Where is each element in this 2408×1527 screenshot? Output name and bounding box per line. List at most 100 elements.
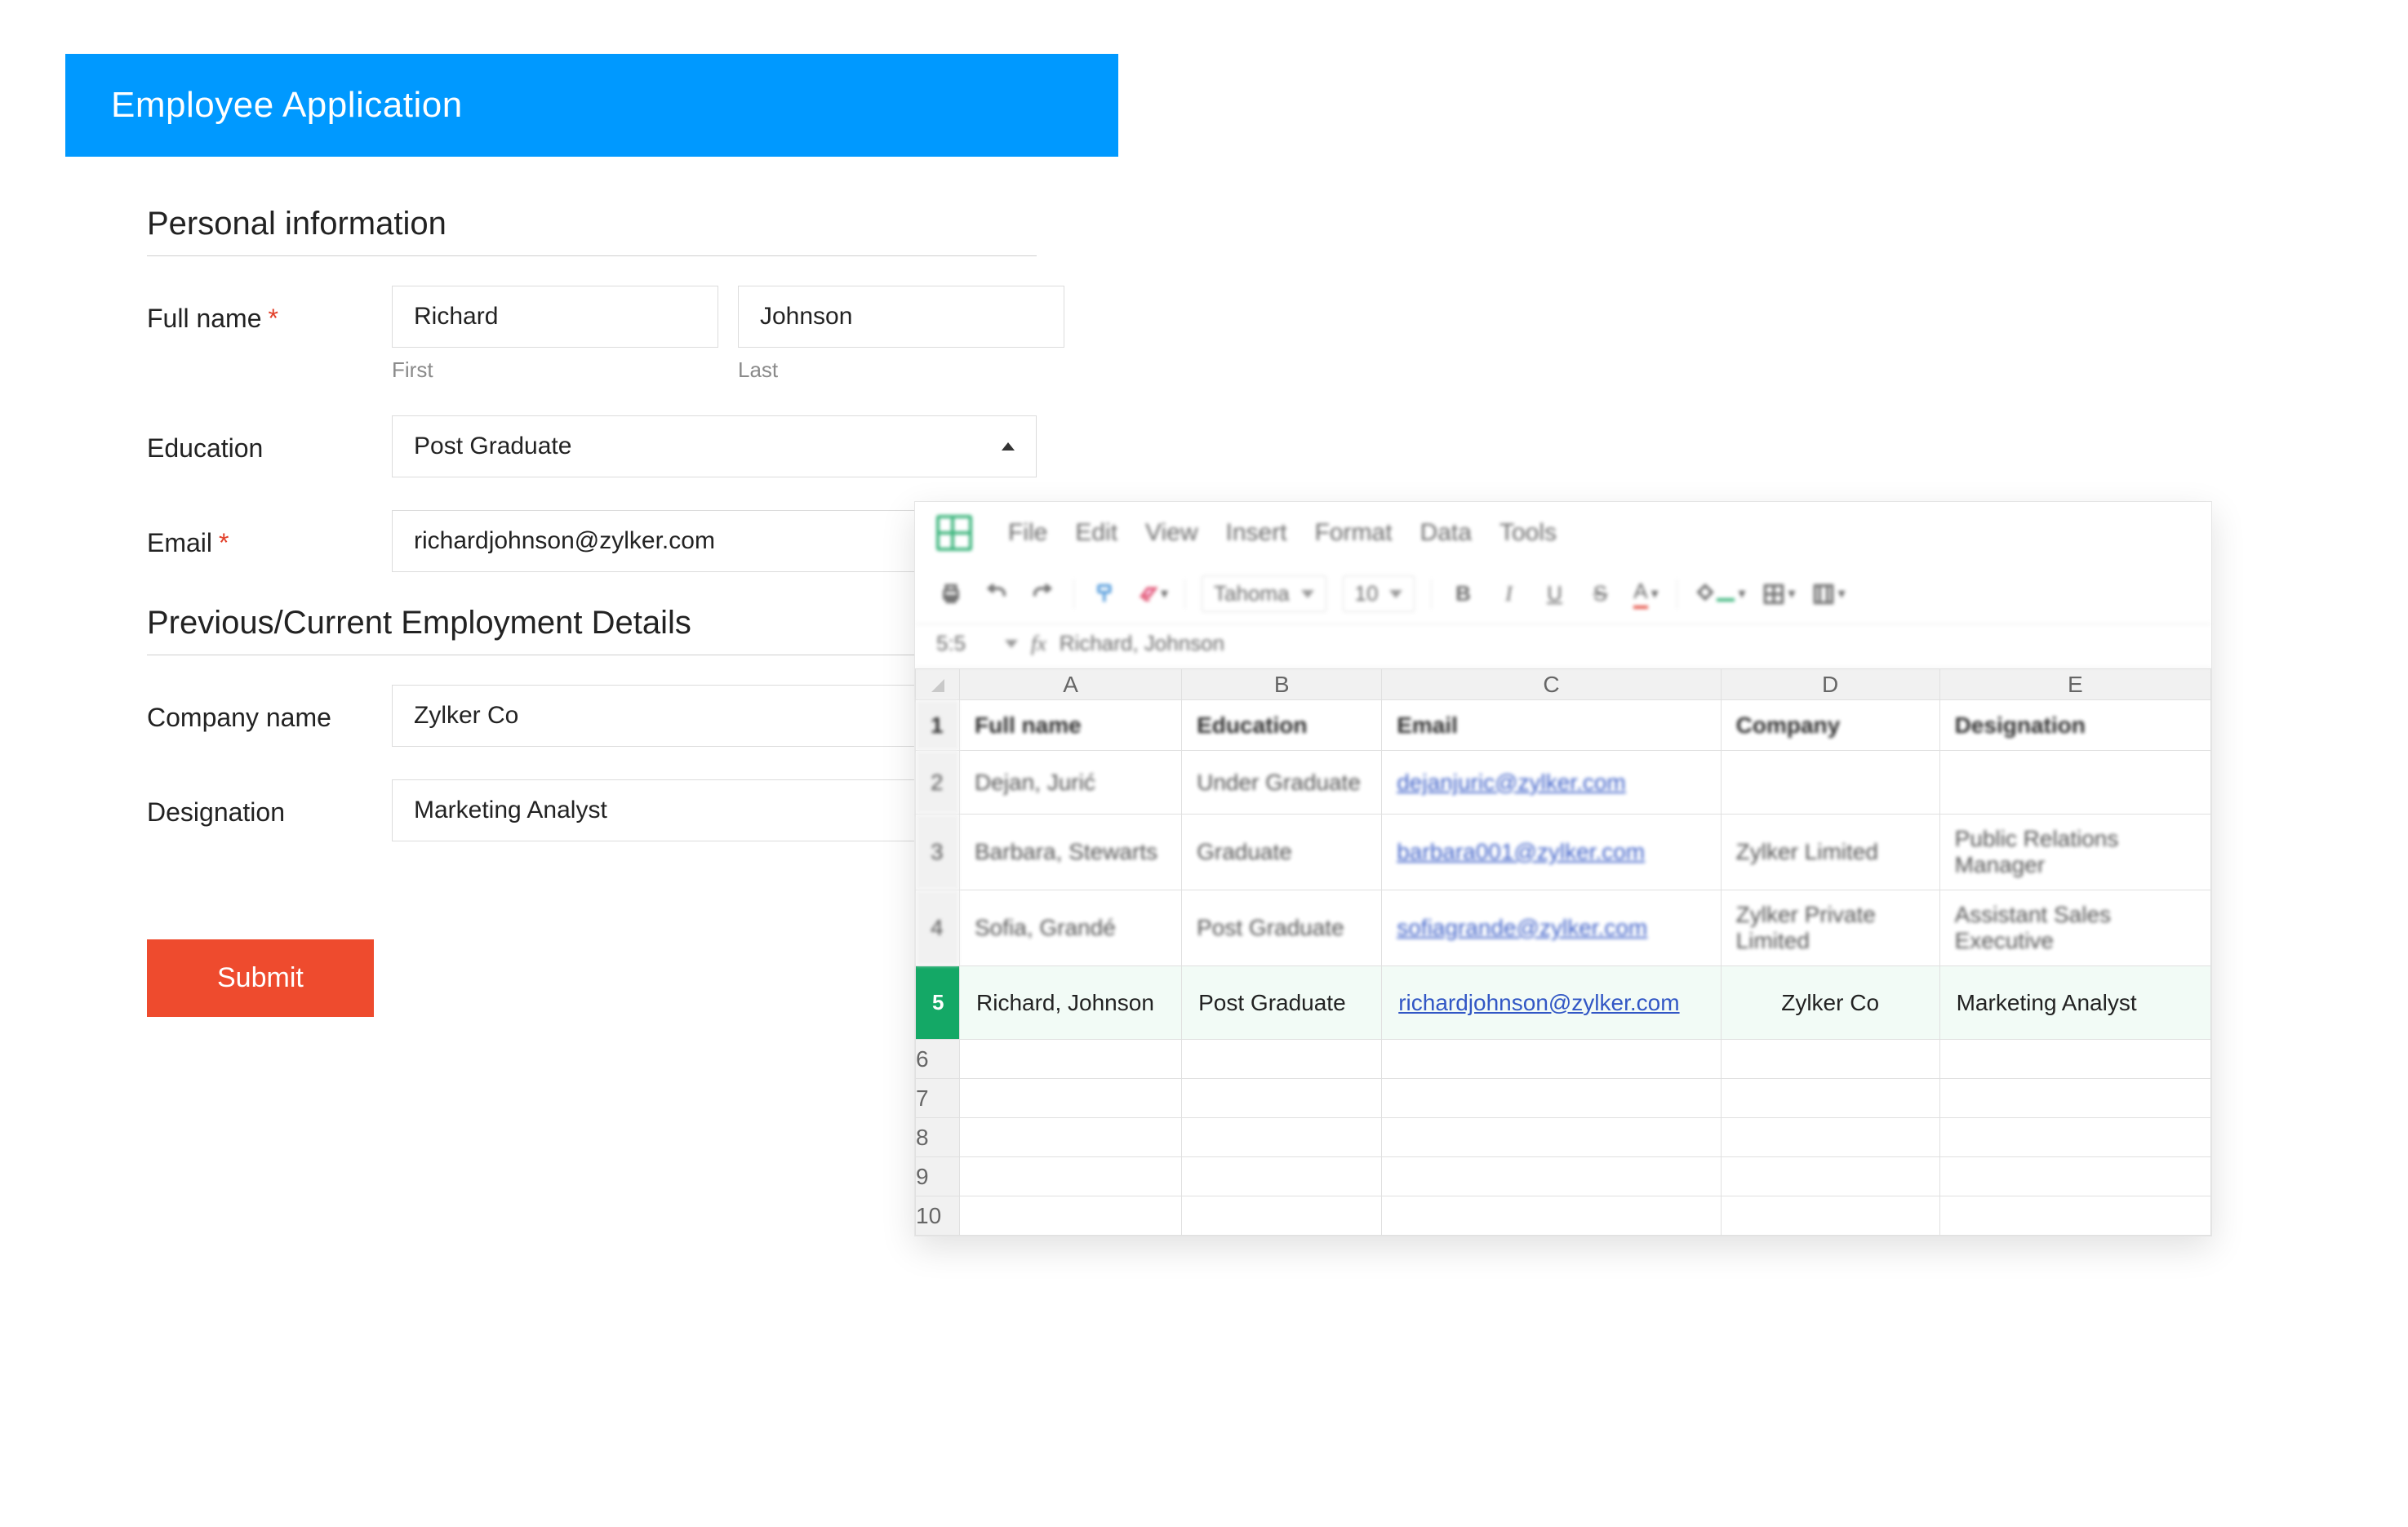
col-header-b[interactable]: B: [1182, 669, 1382, 700]
clear-format-icon[interactable]: ▾: [1136, 579, 1168, 609]
first-name-input[interactable]: [392, 286, 718, 348]
name-box[interactable]: 5:5: [936, 631, 992, 656]
row-header[interactable]: 6: [916, 1040, 960, 1079]
row-header[interactable]: 2: [916, 751, 960, 815]
cell[interactable]: sofiagrande@zylker.com: [1382, 890, 1721, 966]
cell[interactable]: barbara001@zylker.com: [1382, 815, 1721, 890]
cell[interactable]: Email: [1382, 700, 1721, 751]
menu-file[interactable]: File: [1008, 519, 1047, 547]
cell[interactable]: [1939, 751, 2210, 815]
col-header-c[interactable]: C: [1382, 669, 1721, 700]
cell[interactable]: Dejan, Jurić: [960, 751, 1182, 815]
cell[interactable]: [1721, 1157, 1939, 1196]
email-link[interactable]: richardjohnson@zylker.com: [1398, 990, 1679, 1015]
cell[interactable]: [960, 1157, 1182, 1196]
font-size-select[interactable]: 10: [1343, 575, 1415, 612]
cell[interactable]: Zylker Private Limited: [1721, 890, 1939, 966]
merge-button[interactable]: ▾: [1812, 579, 1846, 609]
row-header[interactable]: 4: [916, 890, 960, 966]
row-header[interactable]: 10: [916, 1196, 960, 1236]
email-link[interactable]: barbara001@zylker.com: [1397, 839, 1645, 864]
undo-icon[interactable]: [982, 579, 1011, 609]
cell[interactable]: [960, 1040, 1182, 1079]
cell[interactable]: Marketing Analyst: [1939, 966, 2210, 1040]
format-paint-icon[interactable]: [1091, 579, 1120, 609]
menu-data[interactable]: Data: [1420, 519, 1472, 547]
cell[interactable]: [1182, 1118, 1382, 1157]
cell[interactable]: [1939, 1157, 2210, 1196]
cell[interactable]: Post Graduate: [1182, 890, 1382, 966]
cell[interactable]: Education: [1182, 700, 1382, 751]
cell[interactable]: [960, 1118, 1182, 1157]
submit-button[interactable]: Submit: [147, 939, 374, 1017]
cell[interactable]: [1382, 1157, 1721, 1196]
cell[interactable]: [1382, 1118, 1721, 1157]
borders-button[interactable]: ▾: [1762, 579, 1796, 609]
cell[interactable]: [1721, 751, 1939, 815]
email-link[interactable]: sofiagrande@zylker.com: [1397, 915, 1647, 940]
cell[interactable]: Public Relations Manager: [1939, 815, 2210, 890]
cell[interactable]: [1382, 1040, 1721, 1079]
print-icon[interactable]: [936, 579, 966, 609]
cell[interactable]: Under Graduate: [1182, 751, 1382, 815]
cell[interactable]: [1939, 1079, 2210, 1118]
chevron-down-icon[interactable]: [1005, 640, 1018, 648]
menu-view[interactable]: View: [1145, 519, 1197, 547]
cell[interactable]: Company: [1721, 700, 1939, 751]
corner-cell[interactable]: [916, 669, 960, 700]
menu-tools[interactable]: Tools: [1499, 519, 1557, 547]
cell[interactable]: [1939, 1040, 2210, 1079]
cell[interactable]: [1182, 1196, 1382, 1236]
strikethrough-button[interactable]: S: [1585, 579, 1615, 609]
cell[interactable]: Zylker Limited: [1721, 815, 1939, 890]
row-header[interactable]: 1: [916, 700, 960, 751]
cell[interactable]: [1182, 1157, 1382, 1196]
menu-edit[interactable]: Edit: [1075, 519, 1117, 547]
cell[interactable]: Richard, Johnson: [960, 966, 1182, 1040]
cell[interactable]: dejanjuric@zylker.com: [1382, 751, 1721, 815]
cell[interactable]: Barbara, Stewarts: [960, 815, 1182, 890]
row-header[interactable]: 5: [916, 966, 960, 1040]
cell[interactable]: Zylker Co: [1721, 966, 1939, 1040]
cell[interactable]: [1939, 1118, 2210, 1157]
cell[interactable]: [1939, 1196, 2210, 1236]
cell[interactable]: Assistant Sales Executive: [1939, 890, 2210, 966]
row-header[interactable]: 9: [916, 1157, 960, 1196]
formula-input[interactable]: Richard, Johnson: [1060, 631, 1224, 656]
bold-button[interactable]: B: [1448, 579, 1477, 609]
col-header-d[interactable]: D: [1721, 669, 1939, 700]
education-select[interactable]: Post Graduate: [392, 415, 1037, 477]
cell[interactable]: [1721, 1118, 1939, 1157]
font-family-select[interactable]: Tahoma: [1202, 575, 1326, 612]
cell[interactable]: [1382, 1079, 1721, 1118]
email-link[interactable]: dejanjuric@zylker.com: [1397, 770, 1626, 795]
cell[interactable]: Graduate: [1182, 815, 1382, 890]
row-header[interactable]: 3: [916, 815, 960, 890]
last-name-input[interactable]: [738, 286, 1064, 348]
cell[interactable]: [960, 1196, 1182, 1236]
cell[interactable]: [1721, 1040, 1939, 1079]
menu-format[interactable]: Format: [1315, 519, 1393, 547]
row-header[interactable]: 8: [916, 1118, 960, 1157]
col-header-a[interactable]: A: [960, 669, 1182, 700]
cell[interactable]: [1721, 1196, 1939, 1236]
cell[interactable]: Designation: [1939, 700, 2210, 751]
text-color-button[interactable]: A▾: [1631, 579, 1660, 609]
cell[interactable]: [1182, 1040, 1382, 1079]
cell[interactable]: Full name: [960, 700, 1182, 751]
cell[interactable]: [1182, 1079, 1382, 1118]
cell[interactable]: Sofia, Grandé: [960, 890, 1182, 966]
italic-button[interactable]: I: [1494, 579, 1523, 609]
menu-insert[interactable]: Insert: [1226, 519, 1287, 547]
cell[interactable]: [960, 1079, 1182, 1118]
cell[interactable]: richardjohnson@zylker.com: [1382, 966, 1721, 1040]
redo-icon[interactable]: [1028, 579, 1057, 609]
spreadsheet-grid[interactable]: A B C D E 1 Full name Education Email Co…: [915, 668, 2211, 1236]
cell[interactable]: [1721, 1079, 1939, 1118]
fill-color-button[interactable]: ▾: [1694, 579, 1745, 609]
underline-button[interactable]: U: [1539, 579, 1569, 609]
cell[interactable]: Post Graduate: [1182, 966, 1382, 1040]
cell[interactable]: [1382, 1196, 1721, 1236]
row-header[interactable]: 7: [916, 1079, 960, 1118]
col-header-e[interactable]: E: [1939, 669, 2210, 700]
